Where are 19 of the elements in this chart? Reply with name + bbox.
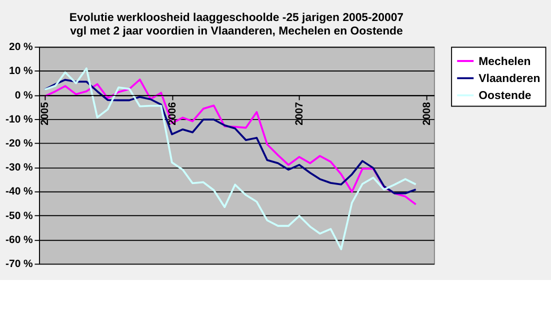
- y-tick-label: -70 %: [6, 259, 34, 270]
- legend-label: Mechelen: [478, 56, 531, 68]
- y-tick-label: -40 %: [6, 186, 34, 198]
- y-tick-label: -50 %: [6, 210, 34, 222]
- y-tick-label: 20 %: [9, 42, 34, 54]
- y-tick-label: -30 %: [6, 162, 34, 174]
- x-tick-label: 2007: [294, 102, 306, 126]
- x-tick-label: 2006: [167, 102, 178, 126]
- text: Evolutie werkloosheid laaggeschoolde -25 jarigen 2005-20007: [69, 12, 404, 24]
- y-tick-label: 0 %: [14, 90, 34, 102]
- y-tick-label: -10 %: [6, 114, 34, 126]
- text: vgl met 2 jaar voordien in Vlaanderen, Mechelen en Oostende: [70, 25, 403, 38]
- legend-label: Oostende: [478, 90, 532, 102]
- x-tick-label: 2008: [422, 102, 433, 126]
- y-tick-label: 10 %: [9, 66, 34, 78]
- y-tick-label: -20 %: [6, 138, 34, 150]
- y-tick-label: -60 %: [6, 234, 34, 246]
- x-tick-label: 2005: [40, 102, 51, 126]
- legend-label: Vlaanderen: [478, 72, 540, 85]
